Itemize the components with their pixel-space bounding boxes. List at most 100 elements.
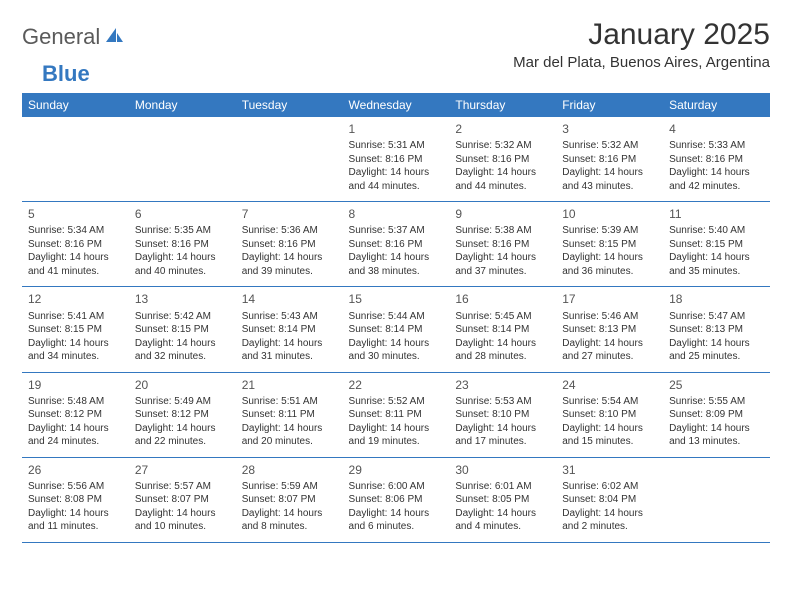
day-number: 6 — [135, 206, 230, 222]
day-number: 5 — [28, 206, 123, 222]
day-number: 7 — [242, 206, 337, 222]
sunrise-text: Sunrise: 5:47 AM — [669, 310, 764, 324]
day-number: 27 — [135, 462, 230, 478]
day-number: 25 — [669, 377, 764, 393]
calendar-day-cell: 17Sunrise: 5:46 AMSunset: 8:13 PMDayligh… — [556, 287, 663, 372]
sunrise-text: Sunrise: 6:00 AM — [349, 480, 444, 494]
daylight-text: Daylight: 14 hours and 6 minutes. — [349, 507, 444, 534]
day-number: 24 — [562, 377, 657, 393]
logo-text-blue: Blue — [42, 61, 90, 87]
daylight-text: Daylight: 14 hours and 28 minutes. — [455, 337, 550, 364]
sunset-text: Sunset: 8:12 PM — [135, 408, 230, 422]
sunrise-text: Sunrise: 5:51 AM — [242, 395, 337, 409]
daylight-text: Daylight: 14 hours and 8 minutes. — [242, 507, 337, 534]
calendar-day-cell: 15Sunrise: 5:44 AMSunset: 8:14 PMDayligh… — [343, 287, 450, 372]
sunrise-text: Sunrise: 5:32 AM — [562, 139, 657, 153]
day-number: 20 — [135, 377, 230, 393]
sunset-text: Sunset: 8:08 PM — [28, 493, 123, 507]
calendar-week-row: 12Sunrise: 5:41 AMSunset: 8:15 PMDayligh… — [22, 287, 770, 372]
daylight-text: Daylight: 14 hours and 39 minutes. — [242, 251, 337, 278]
calendar-day-cell — [663, 457, 770, 542]
calendar-day-cell: 28Sunrise: 5:59 AMSunset: 8:07 PMDayligh… — [236, 457, 343, 542]
sunset-text: Sunset: 8:11 PM — [242, 408, 337, 422]
sunrise-text: Sunrise: 5:32 AM — [455, 139, 550, 153]
calendar-week-row: 19Sunrise: 5:48 AMSunset: 8:12 PMDayligh… — [22, 372, 770, 457]
col-thursday: Thursday — [449, 93, 556, 117]
sunset-text: Sunset: 8:16 PM — [135, 238, 230, 252]
sunset-text: Sunset: 8:16 PM — [349, 153, 444, 167]
calendar-day-cell: 16Sunrise: 5:45 AMSunset: 8:14 PMDayligh… — [449, 287, 556, 372]
sunrise-text: Sunrise: 5:37 AM — [349, 224, 444, 238]
location-label: Mar del Plata, Buenos Aires, Argentina — [513, 54, 770, 71]
calendar-day-cell: 24 Sunrise: 5:54 AMSunset: 8:10 PMDayligh… — [556, 372, 663, 457]
calendar-day-cell: 20Sunrise: 5:49 AMSunset: 8:12 PMDayligh… — [129, 372, 236, 457]
sunset-text: Sunset: 8:14 PM — [349, 323, 444, 337]
sunrise-text: Sunrise: 5:46 AM — [562, 310, 657, 324]
calendar-day-cell: 26Sunrise: 5:56 AMSunset: 8:08 PMDayligh… — [22, 457, 129, 542]
sunrise-text: Sunrise: 5:35 AM — [135, 224, 230, 238]
calendar-day-cell: 29Sunrise: 6:00 AMSunset: 8:06 PMDayligh… — [343, 457, 450, 542]
calendar-day-cell: 8Sunrise: 5:37 AMSunset: 8:16 PMDaylight… — [343, 202, 450, 287]
calendar-page: General January 2025 Mar del Plata, Buen… — [0, 0, 792, 561]
sunrise-text: Sunrise: 6:01 AM — [455, 480, 550, 494]
col-saturday: Saturday — [663, 93, 770, 117]
daylight-text: Daylight: 14 hours and 44 minutes. — [455, 166, 550, 193]
day-number: 9 — [455, 206, 550, 222]
calendar-week-row: 26Sunrise: 5:56 AMSunset: 8:08 PMDayligh… — [22, 457, 770, 542]
day-number: 19 — [28, 377, 123, 393]
daylight-text: Daylight: 14 hours and 30 minutes. — [349, 337, 444, 364]
sunset-text: Sunset: 8:07 PM — [135, 493, 230, 507]
title-block: January 2025 Mar del Plata, Buenos Aires… — [513, 18, 770, 71]
sunrise-text: Sunrise: 5:31 AM — [349, 139, 444, 153]
day-number: 10 — [562, 206, 657, 222]
daylight-text: Daylight: 14 hours and 15 minutes. — [562, 422, 657, 449]
calendar-day-cell: 3Sunrise: 5:32 AMSunset: 8:16 PMDaylight… — [556, 117, 663, 202]
sunrise-text: Sunrise: 5:45 AM — [455, 310, 550, 324]
calendar-day-cell: 11Sunrise: 5:40 AMSunset: 8:15 PMDayligh… — [663, 202, 770, 287]
logo: General — [22, 18, 126, 50]
day-number: 11 — [669, 206, 764, 222]
day-number: 22 — [349, 377, 444, 393]
sunset-text: Sunset: 8:15 PM — [669, 238, 764, 252]
calendar-body: 1Sunrise: 5:31 AMSunset: 8:16 PMDaylight… — [22, 117, 770, 542]
sunset-text: Sunset: 8:15 PM — [562, 238, 657, 252]
sunset-text: Sunset: 8:16 PM — [455, 238, 550, 252]
daylight-text: Daylight: 14 hours and 13 minutes. — [669, 422, 764, 449]
sunset-text: Sunset: 8:10 PM — [562, 408, 657, 422]
month-title: January 2025 — [513, 18, 770, 52]
calendar-day-cell: 25Sunrise: 5:55 AMSunset: 8:09 PMDayligh… — [663, 372, 770, 457]
calendar-header-row: Sunday Monday Tuesday Wednesday Thursday… — [22, 93, 770, 117]
day-number: 16 — [455, 291, 550, 307]
sunset-text: Sunset: 8:07 PM — [242, 493, 337, 507]
sunrise-text: Sunrise: 5:38 AM — [455, 224, 550, 238]
calendar-day-cell: 10Sunrise: 5:39 AMSunset: 8:15 PMDayligh… — [556, 202, 663, 287]
calendar-table: Sunday Monday Tuesday Wednesday Thursday… — [22, 93, 770, 543]
daylight-text: Daylight: 14 hours and 11 minutes. — [28, 507, 123, 534]
logo-sail-icon — [104, 26, 124, 49]
daylight-text: Daylight: 14 hours and 32 minutes. — [135, 337, 230, 364]
calendar-day-cell: 9 Sunrise: 5:38 AMSunset: 8:16 PMDaylight… — [449, 202, 556, 287]
daylight-text: Daylight: 14 hours and 37 minutes. — [455, 251, 550, 278]
sunrise-text: Sunrise: 5:55 AM — [669, 395, 764, 409]
daylight-text: Daylight: 14 hours and 31 minutes. — [242, 337, 337, 364]
calendar-day-cell: 5Sunrise: 5:34 AMSunset: 8:16 PMDaylight… — [22, 202, 129, 287]
sunset-text: Sunset: 8:16 PM — [242, 238, 337, 252]
col-monday: Monday — [129, 93, 236, 117]
sunrise-text: Sunrise: 5:54 AM — [562, 395, 657, 409]
sunset-text: Sunset: 8:14 PM — [242, 323, 337, 337]
calendar-day-cell: 14Sunrise: 5:43 AMSunset: 8:14 PMDayligh… — [236, 287, 343, 372]
col-tuesday: Tuesday — [236, 93, 343, 117]
day-number: 15 — [349, 291, 444, 307]
daylight-text: Daylight: 14 hours and 4 minutes. — [455, 507, 550, 534]
sunset-text: Sunset: 8:13 PM — [562, 323, 657, 337]
logo-text-general: General — [22, 24, 100, 50]
sunset-text: Sunset: 8:13 PM — [669, 323, 764, 337]
daylight-text: Daylight: 14 hours and 22 minutes. — [135, 422, 230, 449]
daylight-text: Daylight: 14 hours and 41 minutes. — [28, 251, 123, 278]
sunrise-text: Sunrise: 5:53 AM — [455, 395, 550, 409]
daylight-text: Daylight: 14 hours and 44 minutes. — [349, 166, 444, 193]
sunset-text: Sunset: 8:16 PM — [562, 153, 657, 167]
day-number: 13 — [135, 291, 230, 307]
calendar-day-cell: 27Sunrise: 5:57 AMSunset: 8:07 PMDayligh… — [129, 457, 236, 542]
sunrise-text: Sunrise: 5:33 AM — [669, 139, 764, 153]
